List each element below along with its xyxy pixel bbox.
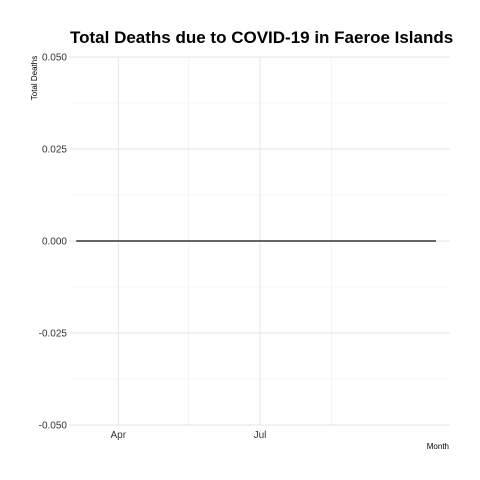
x-tick-label: Jul <box>254 430 267 441</box>
y-axis-title: Total Deaths <box>30 56 39 100</box>
chart-title: Total Deaths due to COVID-19 in Faeroe I… <box>70 28 453 47</box>
y-tick-label: 0.000 <box>42 237 67 248</box>
tick-layer: -0.050 -0.025 0.000 0.025 0.050 Apr Jul <box>39 53 267 442</box>
y-tick-label: 0.025 <box>42 145 67 156</box>
x-tick-label: Apr <box>110 430 126 441</box>
y-tick-label: -0.050 <box>39 421 68 432</box>
x-axis-title: Month <box>427 442 449 451</box>
y-tick-label: -0.025 <box>39 329 68 340</box>
y-tick-label: 0.050 <box>42 53 67 64</box>
